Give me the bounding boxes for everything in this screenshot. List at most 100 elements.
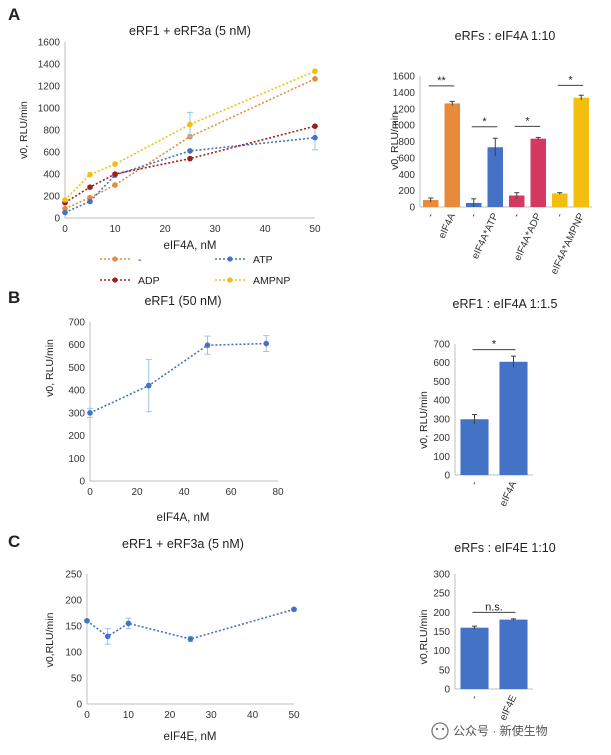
b-bar-ytick-label: 300 [433,414,450,425]
a-line-ytick-label: 1200 [38,82,61,93]
a-line-point-adp [112,171,118,177]
chart-title-b-line: eRF1 (50 nM) [144,294,221,308]
a-line-ytick-label: 1400 [38,60,61,71]
xlabel-a-line: eIF4A, nM [163,240,216,252]
c-bar-ytick-label: 100 [433,646,450,657]
a-line-ytick-label: 600 [43,148,60,159]
b-bar-significance-label: * [492,339,497,351]
a-bar-category-label: - [554,212,565,220]
a-line-ytick-label: 800 [43,126,60,137]
ylabel-c-line: v0,RLU/min [44,612,56,667]
ylabel-c-bar: v0,RLU/min [418,609,430,664]
b-line-xtick-label: 0 [87,487,93,498]
a-line-ytick-label: 0 [54,214,60,225]
a-line-ytick-label: 1600 [38,38,61,49]
b-line-ytick-label: 0 [79,477,85,488]
ylabel-a-bar: v0, RLU/min [389,112,401,170]
legend-label-atp: ATP [253,254,273,266]
c-bar-ytick-label: 0 [444,685,450,696]
c-line-ytick-label: 0 [76,700,82,711]
b-line-point-erf1 [263,340,270,347]
a-bar-significance-label: * [482,116,487,128]
c-line-xtick-label: 20 [164,710,176,721]
a-bar-bar [487,147,503,207]
a-line-xtick-label: 10 [109,224,121,235]
b-line-xtick-label: 60 [225,487,237,498]
panel-letter-c: C [8,532,20,551]
c-line-point-erf1-erf3a [84,618,90,624]
c-bar-bar [460,627,489,689]
a-bar-bar [552,193,568,207]
b-bar-ytick-label: 600 [433,358,450,369]
c-line-ytick-label: 100 [65,648,82,659]
a-bar-ytick-label: 800 [398,137,415,148]
b-bar-ytick-label: 400 [433,396,450,407]
a-bar-ytick-label: 1200 [393,104,416,115]
legend-marker-none [112,256,118,262]
a-line-point-atp [312,134,318,141]
a-bar-ytick-label: 200 [398,186,415,197]
a-line-point-atp [62,209,68,216]
chart-title-c-line: eRF1 + eRF3a (5 nM) [122,537,244,551]
a-line-point-none [87,194,93,201]
b-line-xtick-label: 80 [272,487,284,498]
a-bar-bar [423,200,439,207]
b-bar-ytick-label: 100 [433,452,450,463]
chart-title-a-bar: eRFs : eIF4A 1:10 [455,29,556,43]
ylabel-b-bar: v0, RLU/min [418,391,430,449]
a-bar-bar [509,195,525,207]
b-line-point-erf1 [204,342,211,348]
c-line-series-line-erf1-erf3a [86,608,295,640]
b-line-xtick-label: 20 [131,487,143,498]
b-bar-bar [499,361,528,475]
b-bar-ytick-label: 500 [433,377,450,388]
b-line-ytick-label: 700 [68,318,85,329]
panel-letter-b: B [8,288,20,307]
b-bar-ytick-label: 0 [444,471,450,482]
b-line-ytick-label: 400 [68,386,85,397]
legend-a: - ATP ADP AMPNP [100,254,290,287]
b-bar-category-label: - [469,480,480,488]
a-line-xtick-label: 30 [209,224,221,235]
c-line-ytick-label: 200 [65,596,82,607]
wechat-icon-eye-left [435,727,439,731]
c-line-xtick-label: 0 [84,710,90,721]
a-line-ytick-label: 1000 [38,104,61,115]
c-bar-ytick-label: 50 [439,665,451,676]
a-line-ytick-label: 400 [43,170,60,181]
xlabel-b-line: eIF4A, nM [156,512,209,524]
a-line-point-adp [187,155,193,162]
c-bar-ytick-label: 200 [433,608,450,619]
b-line-ytick-label: 600 [68,340,85,351]
a-bar-bar [573,97,589,207]
c-line-xtick-label: 10 [123,710,135,721]
a-line-ytick-label: 200 [43,192,60,203]
a-line-point-atp [87,198,93,205]
b-bar-bar [460,419,489,475]
c-line-ytick-label: 50 [71,674,83,685]
a-bar-significance-label: * [525,115,530,127]
a-line-point-atp [187,148,193,154]
b-bar-ytick-label: 700 [433,340,450,351]
a-bar-category-label: - [425,212,436,220]
c-line-ytick-label: 150 [65,622,82,633]
a-line-point-ampnp [62,197,68,203]
a-bar-category-label: - [511,212,522,220]
watermark: 公众号 · 新使生物 [431,722,548,740]
c-bar-bar [499,619,528,689]
a-bar-category-label: - [468,212,479,220]
watermark-text: 公众号 · 新使生物 [453,723,548,738]
a-line-xtick-label: 40 [259,224,271,235]
a-bar-ytick-label: 1600 [393,72,416,83]
a-line-point-ampnp [312,68,318,74]
ylabel-b-line: v0, RLU/min [44,339,56,397]
c-bar-category-label: - [469,694,480,702]
a-bar-ytick-label: 1000 [393,121,416,132]
c-bar-ytick-label: 150 [433,627,450,638]
chart-title-b-bar: eRF1 : eIF4A 1:1.5 [453,297,558,311]
b-bar-ytick-label: 200 [433,433,450,444]
legend-marker-atp [227,256,233,262]
c-line-xtick-label: 40 [247,710,259,721]
panel-letter-a: A [8,5,20,24]
